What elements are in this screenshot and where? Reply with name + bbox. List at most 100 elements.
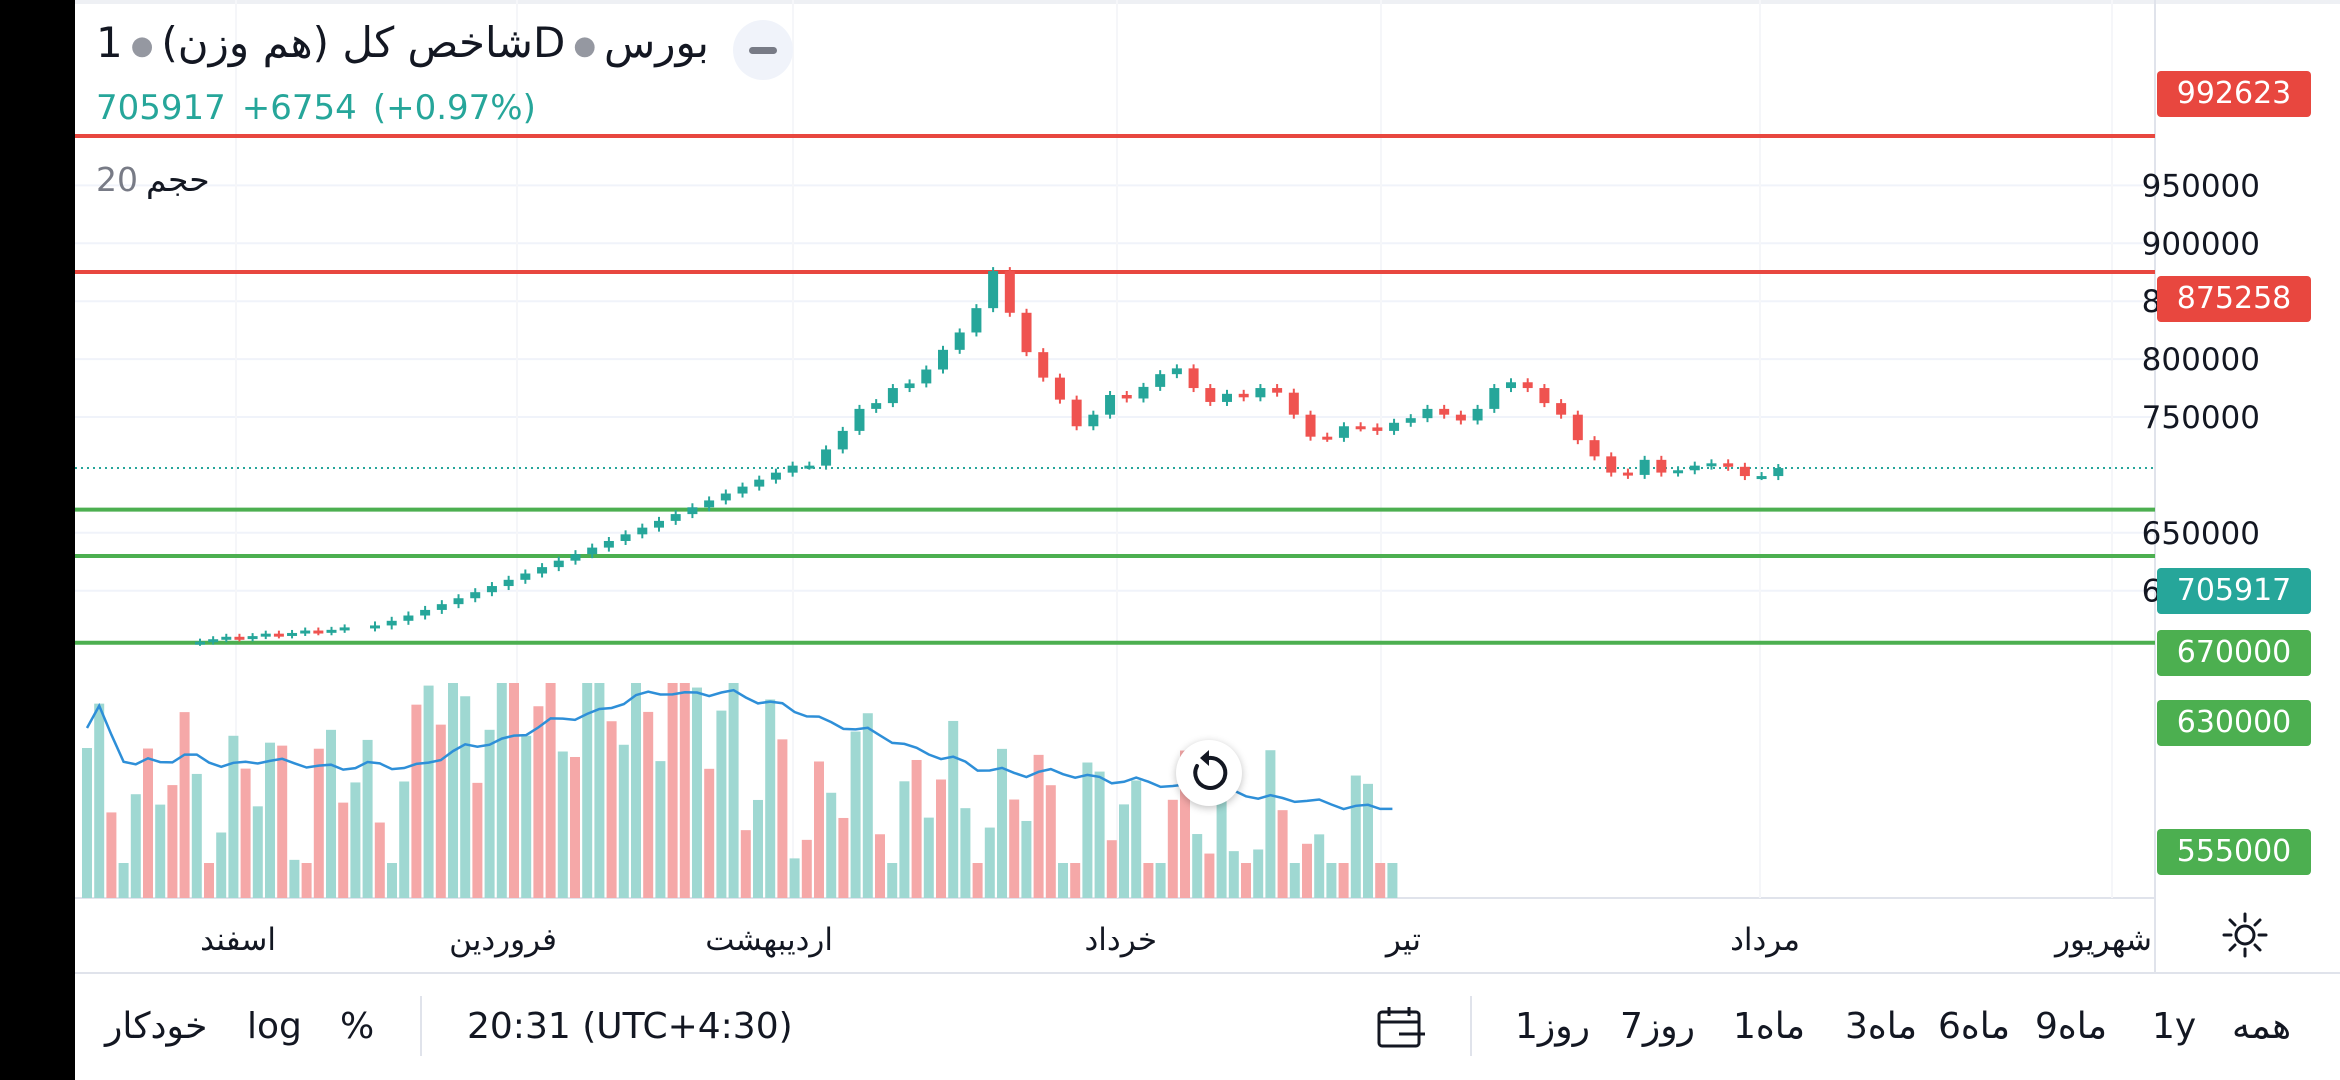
volume-bar bbox=[716, 710, 727, 898]
volume-bar bbox=[618, 744, 629, 898]
price-level-630000[interactable]: 630000 bbox=[2157, 700, 2311, 746]
volume-bar bbox=[1180, 750, 1190, 898]
candle-body bbox=[1255, 388, 1266, 398]
volume-bar bbox=[411, 704, 422, 898]
candle-body bbox=[1071, 399, 1082, 427]
candle-body bbox=[1773, 468, 1784, 477]
volume-ma-line bbox=[85, 688, 1393, 811]
exchange-name: بورس bbox=[604, 18, 709, 67]
log-scale-toggle[interactable]: log bbox=[247, 1006, 302, 1047]
candle-body bbox=[1222, 393, 1232, 402]
candle-body bbox=[553, 560, 564, 568]
range-1m-button[interactable]: 1ماه bbox=[1733, 1006, 1806, 1047]
candle-body bbox=[854, 408, 865, 431]
candle-body bbox=[1522, 382, 1533, 389]
candle-body bbox=[195, 641, 205, 645]
candle-body bbox=[370, 625, 380, 629]
range-9m-button[interactable]: 9ماه bbox=[2035, 1006, 2108, 1047]
candle-body bbox=[1622, 472, 1633, 476]
volume-bar bbox=[740, 830, 751, 898]
volume-bar bbox=[82, 748, 92, 898]
candle-body bbox=[221, 636, 232, 640]
volume-bar bbox=[374, 822, 385, 898]
candle-body bbox=[770, 472, 781, 480]
chart-canvas[interactable]: 9500009000008500008000007500006500006000… bbox=[75, 0, 2340, 972]
candle-body bbox=[620, 534, 631, 541]
volume-bar bbox=[582, 683, 593, 898]
volume-bar bbox=[814, 761, 824, 898]
range-7d-button[interactable]: 7روز bbox=[1620, 1006, 1696, 1047]
volume-bar bbox=[1375, 863, 1386, 898]
candle-body bbox=[1756, 476, 1767, 480]
volume-bar bbox=[1119, 804, 1129, 898]
toolbar-divider bbox=[420, 996, 422, 1056]
candle-body bbox=[637, 527, 648, 535]
volume-legend[interactable]: 20 حجم bbox=[96, 160, 210, 199]
date-range-icon[interactable] bbox=[1375, 1004, 1427, 1052]
collapse-legend-button[interactable] bbox=[733, 20, 793, 80]
volume-bar bbox=[167, 785, 178, 898]
candle-body bbox=[704, 500, 715, 508]
volume-bar bbox=[692, 687, 702, 898]
reset-chart-button[interactable] bbox=[1176, 740, 1242, 806]
volume-bar bbox=[594, 683, 605, 898]
range-1d-button[interactable]: 1روز bbox=[1515, 1006, 1591, 1047]
candle-body bbox=[1606, 456, 1617, 473]
volume-bar bbox=[1131, 780, 1142, 898]
volume-bar bbox=[850, 731, 861, 898]
candle-body bbox=[1489, 388, 1500, 409]
volume-bar bbox=[704, 768, 715, 898]
volume-bar bbox=[570, 756, 580, 898]
last-price: 705917 bbox=[96, 88, 226, 128]
screen-edge bbox=[0, 0, 75, 1080]
price-level-992623[interactable]: 992623 bbox=[2157, 71, 2311, 117]
candle-body bbox=[1472, 408, 1483, 421]
volume-bar bbox=[1338, 863, 1349, 898]
gear-icon[interactable] bbox=[2220, 910, 2270, 960]
candle-body bbox=[1021, 312, 1032, 353]
percent-scale-toggle[interactable]: % bbox=[340, 1006, 375, 1047]
volume-bar bbox=[936, 779, 946, 898]
volume-bar bbox=[143, 748, 153, 898]
range-3m-button[interactable]: 3ماه bbox=[1845, 1006, 1918, 1047]
volume-bar bbox=[362, 739, 373, 898]
range-6m-button[interactable]: 6ماه bbox=[1938, 1006, 2011, 1047]
volume-bar bbox=[875, 834, 885, 898]
volume-bar bbox=[265, 742, 275, 898]
candle-body bbox=[1439, 408, 1450, 415]
volume-bar bbox=[1350, 775, 1361, 898]
range-all-button[interactable]: همه bbox=[2232, 1006, 2292, 1047]
y-tick-label: 650000 bbox=[2142, 516, 2260, 552]
candle-body bbox=[453, 598, 464, 605]
volume-bar bbox=[1033, 754, 1044, 898]
candle-body bbox=[1238, 393, 1249, 398]
interval: 1D bbox=[96, 18, 566, 67]
volume-bar bbox=[106, 812, 117, 898]
candle-body bbox=[260, 633, 271, 637]
auto-scale-toggle[interactable]: خودکار bbox=[105, 1006, 208, 1047]
candle-body bbox=[670, 514, 681, 521]
candle-body bbox=[1105, 394, 1116, 415]
price-level-670000[interactable]: 670000 bbox=[2157, 630, 2311, 676]
candle-body bbox=[300, 630, 311, 634]
volume-bar bbox=[423, 685, 434, 898]
range-1y-button[interactable]: 1y bbox=[2152, 1006, 2197, 1047]
volume-bar bbox=[1302, 843, 1312, 898]
volume-bar bbox=[826, 792, 837, 898]
volume-bar bbox=[765, 699, 776, 898]
volume-bar bbox=[204, 863, 214, 898]
candle-body bbox=[971, 308, 982, 333]
volume-bar bbox=[509, 683, 519, 898]
volume-bar bbox=[777, 739, 788, 898]
volume-bar bbox=[1253, 849, 1264, 898]
x-tick-label: شهریور bbox=[2053, 922, 2152, 958]
volume-bar bbox=[1070, 863, 1081, 898]
price-level-555000[interactable]: 555000 bbox=[2157, 829, 2311, 875]
candle-body bbox=[436, 604, 447, 610]
timezone-clock[interactable]: 20:31 (UTC+4:30) bbox=[467, 1006, 793, 1047]
volume-bar bbox=[923, 817, 934, 898]
candle-body bbox=[234, 636, 245, 640]
symbol-legend[interactable]: شاخص کل (هم وزن)●1D ● بورس bbox=[96, 18, 709, 67]
volume-bar bbox=[1228, 851, 1239, 898]
price-level-875258[interactable]: 875258 bbox=[2157, 276, 2311, 322]
